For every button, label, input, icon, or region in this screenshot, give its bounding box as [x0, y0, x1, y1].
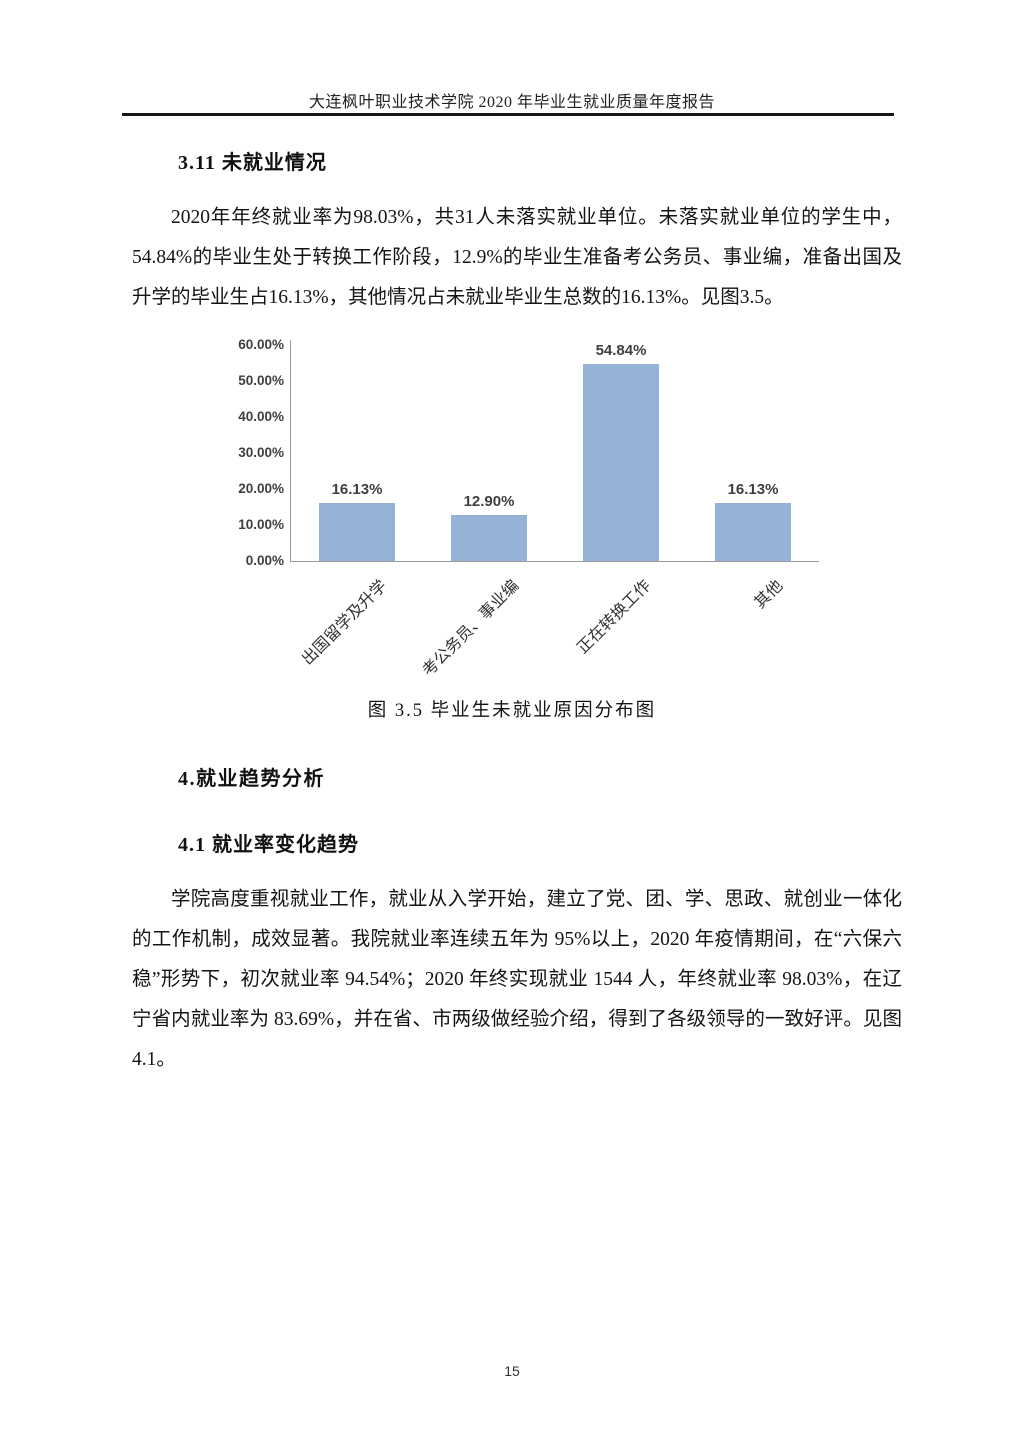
x-label-civil-service-exam: 考公务员、事业编 — [419, 577, 523, 680]
y-tick-0: 0.00% — [245, 553, 284, 568]
y-tick-30: 30.00% — [238, 445, 284, 460]
bar-value-label: 12.90% — [463, 492, 515, 510]
chart-y-axis: 60.00% 50.00% 40.00% 30.00% 20.00% 10.00… — [230, 335, 284, 575]
bar-group-study-abroad: 16.13% — [291, 481, 423, 561]
bar-value-label: 16.13% — [727, 480, 779, 498]
section-4-heading: 4.就业趋势分析 — [178, 768, 325, 790]
section-4-1-paragraph: 学院高度重视就业工作，就业从入学开始，建立了党、团、学、思政、就创业一体化的工作… — [132, 889, 902, 1070]
y-tick-20: 20.00% — [238, 481, 284, 496]
figure-3-5-caption: 图 3.5 毕业生未就业原因分布图 — [367, 701, 657, 721]
y-tick-10: 10.00% — [238, 517, 284, 532]
bar-other — [715, 502, 791, 561]
figure-3-5-bar-chart: 60.00% 50.00% 40.00% 30.00% 20.00% 10.00… — [230, 335, 852, 695]
page-header-title: 大连枫叶职业技术学院 2020 年毕业生就业质量年度报告 — [308, 94, 715, 111]
bar-value-label: 54.84% — [595, 341, 647, 359]
x-label-other: 其他 — [751, 577, 787, 612]
bar-group-changing-jobs: 54.84% — [555, 342, 687, 561]
bar-value-label: 16.13% — [331, 480, 383, 498]
bar-group-other: 16.13% — [687, 481, 819, 561]
bar-changing-jobs — [583, 363, 659, 561]
header-divider — [122, 113, 894, 116]
section-3-11-heading: 3.11 未就业情况 — [178, 152, 327, 174]
x-label-study-abroad: 出国留学及升学 — [299, 577, 391, 669]
bar-study-abroad — [319, 502, 395, 561]
page-number: 15 — [504, 1363, 520, 1379]
bar-civil-service-exam — [451, 514, 527, 561]
section-3-11-paragraph: 2020年年终就业率为98.03%，共31人未落实就业单位。未落实就业单位的学生… — [132, 207, 902, 308]
x-label-changing-jobs: 正在转换工作 — [574, 577, 655, 658]
bar-group-civil-service-exam: 12.90% — [423, 493, 555, 561]
y-tick-50: 50.00% — [238, 373, 284, 388]
section-4-1-heading: 4.1 就业率变化趋势 — [178, 834, 359, 856]
y-tick-40: 40.00% — [238, 409, 284, 424]
y-tick-60: 60.00% — [238, 337, 284, 352]
chart-plot-area: 16.13% 12.90% 54.84% 16.13% — [290, 340, 819, 562]
